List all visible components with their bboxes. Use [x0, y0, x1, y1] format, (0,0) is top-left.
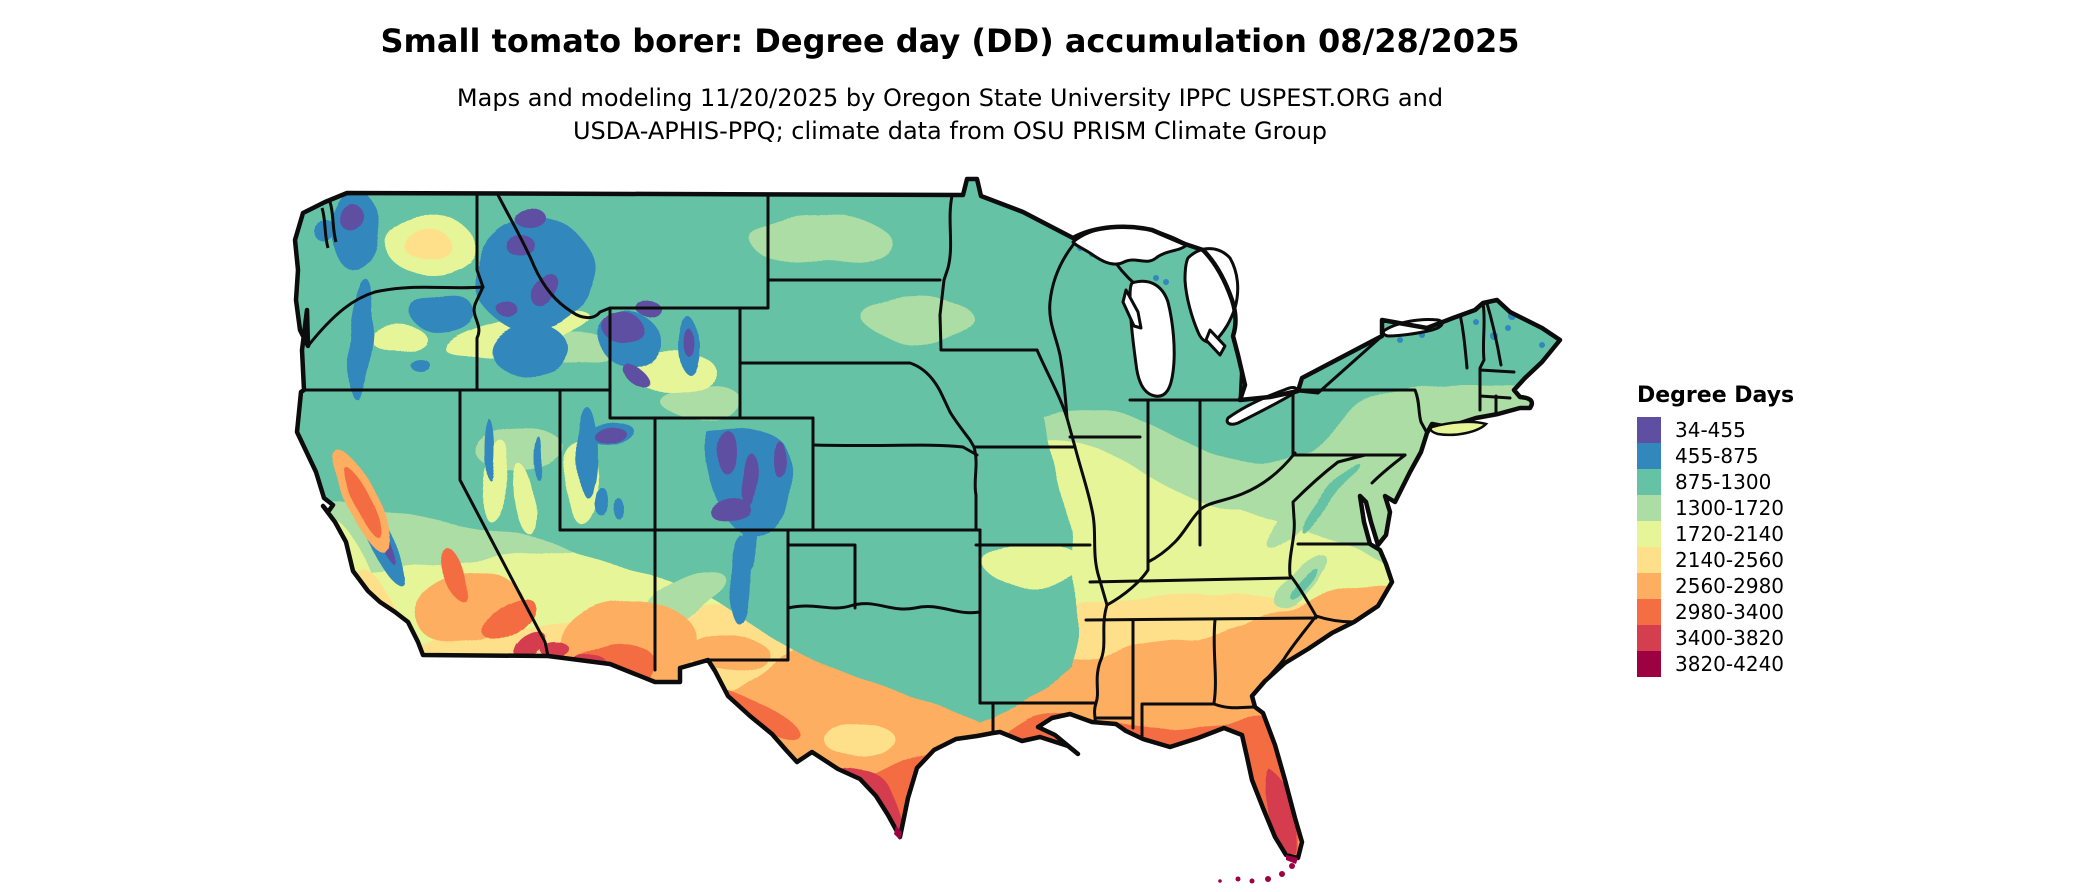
- legend-swatch-icon: [1637, 521, 1661, 547]
- subtitle-line-2: USDA-APHIS-PPQ; climate data from OSU PR…: [572, 117, 1328, 145]
- legend-row: 455-875: [1637, 443, 1794, 469]
- legend-label: 875-1300: [1675, 470, 1772, 494]
- map-color-field: [295, 179, 1560, 858]
- legend-row: 2140-2560: [1637, 547, 1794, 573]
- us-degree-day-map: [280, 150, 1650, 892]
- legend-row: 1720-2140: [1637, 521, 1794, 547]
- legend-label: 1300-1720: [1675, 496, 1785, 520]
- state-borders: [302, 192, 1516, 738]
- us-coastline: [292, 176, 1563, 861]
- legend-label: 3820-4240: [1675, 652, 1785, 676]
- legend-row: 3820-4240: [1637, 651, 1794, 677]
- legend-label: 2980-3400: [1675, 600, 1785, 624]
- legend-label: 2140-2560: [1675, 548, 1785, 572]
- florida-keys: [1218, 855, 1298, 884]
- legend-row: 1300-1720: [1637, 495, 1794, 521]
- brownsville-fringe: [894, 826, 902, 840]
- map-legend: Degree Days 34-455 455-875 875-1300 1300…: [1637, 383, 1794, 677]
- legend-swatch-icon: [1637, 573, 1661, 599]
- legend-swatch-icon: [1637, 651, 1661, 677]
- legend-label: 455-875: [1675, 444, 1759, 468]
- lake-ontario: [1381, 318, 1444, 338]
- puget-sound: [320, 201, 338, 249]
- legend-swatch-icon: [1637, 625, 1661, 651]
- title-block: Small tomato borer: Degree day (DD) accu…: [0, 22, 1900, 148]
- legend-swatch-icon: [1637, 547, 1661, 573]
- saginaw-bay: [1204, 328, 1227, 357]
- legend-swatch-icon: [1637, 495, 1661, 521]
- green-bay: [1121, 288, 1143, 330]
- legend-title: Degree Days: [1637, 383, 1795, 408]
- legend-rows: 34-455 455-875 875-1300 1300-1720 1720-2…: [1637, 417, 1794, 677]
- legend-label: 3400-3820: [1675, 626, 1785, 650]
- legend-swatch-icon: [1637, 443, 1661, 469]
- legend-row: 3400-3820: [1637, 625, 1794, 651]
- long-island: [1429, 420, 1489, 437]
- legend-swatch-icon: [1637, 599, 1661, 625]
- legend-row: 875-1300: [1637, 469, 1794, 495]
- legend-label: 34-455: [1675, 418, 1746, 442]
- legend-row: 34-455: [1637, 417, 1794, 443]
- page-title: Small tomato borer: Degree day (DD) accu…: [380, 22, 1520, 60]
- page-subtitle: Maps and modeling 11/20/2025 by Oregon S…: [0, 82, 1900, 148]
- legend-label: 2560-2980: [1675, 574, 1785, 598]
- legend-swatch-icon: [1637, 469, 1661, 495]
- legend-swatch-icon: [1637, 417, 1661, 443]
- legend-row: 2560-2980: [1637, 573, 1794, 599]
- subtitle-line-1: Maps and modeling 11/20/2025 by Oregon S…: [456, 84, 1444, 112]
- map-svg: [292, 176, 1563, 884]
- legend-row: 2980-3400: [1637, 599, 1794, 625]
- legend-label: 1720-2140: [1675, 522, 1785, 546]
